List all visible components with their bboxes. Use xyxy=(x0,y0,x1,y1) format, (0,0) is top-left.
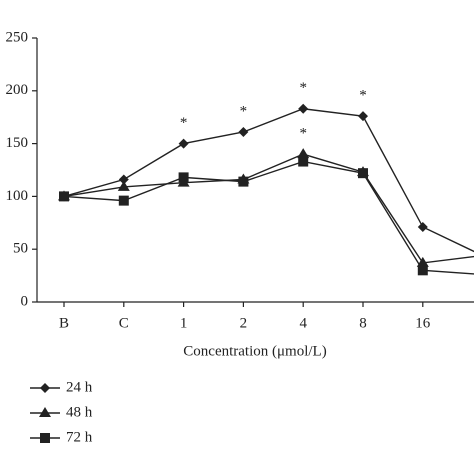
data-point xyxy=(417,265,428,276)
y-tick-label: 200 xyxy=(6,82,29,98)
data-point xyxy=(358,111,368,122)
y-tick-label: 150 xyxy=(6,135,29,151)
y-tick-label: 100 xyxy=(6,188,29,204)
y-tick-label: 0 xyxy=(21,293,29,309)
data-point xyxy=(298,103,309,114)
significance-label: * xyxy=(180,115,188,131)
legend-marker xyxy=(39,407,51,417)
data-point xyxy=(358,168,368,179)
data-point xyxy=(417,222,428,233)
legend-label: 48 h xyxy=(66,404,93,420)
legend-marker xyxy=(40,433,50,443)
data-point xyxy=(298,156,309,167)
series-line xyxy=(63,108,474,253)
data-point xyxy=(238,126,249,137)
data-point xyxy=(117,180,130,191)
significance-label: * xyxy=(240,103,248,119)
x-tick-label: 2 xyxy=(240,315,248,331)
significance-label: * xyxy=(299,126,307,142)
series-line xyxy=(63,160,474,275)
data-point xyxy=(118,195,129,206)
data-point xyxy=(118,174,129,185)
data-point xyxy=(59,191,69,202)
legend-label: 24 h xyxy=(66,379,93,395)
data-point xyxy=(297,148,310,159)
x-tick-label: 8 xyxy=(359,315,367,331)
data-point xyxy=(238,176,249,187)
x-axis-label: Concentration (μmol/L) xyxy=(183,343,326,359)
x-tick-label: C xyxy=(119,315,129,331)
y-tick-label: 250 xyxy=(6,29,29,45)
data-point xyxy=(178,172,189,183)
x-tick-label: 16 xyxy=(415,315,431,331)
x-tick-label: B xyxy=(59,315,69,331)
x-tick-label: 4 xyxy=(299,315,307,331)
x-tick-label: 1 xyxy=(180,315,188,331)
data-point xyxy=(178,138,189,149)
y-tick-label: 50 xyxy=(13,241,28,257)
series-line xyxy=(63,153,474,264)
significance-label: * xyxy=(299,80,307,96)
significance-label: * xyxy=(359,88,367,104)
legend-marker xyxy=(40,383,50,393)
legend-label: 72 h xyxy=(66,429,93,445)
